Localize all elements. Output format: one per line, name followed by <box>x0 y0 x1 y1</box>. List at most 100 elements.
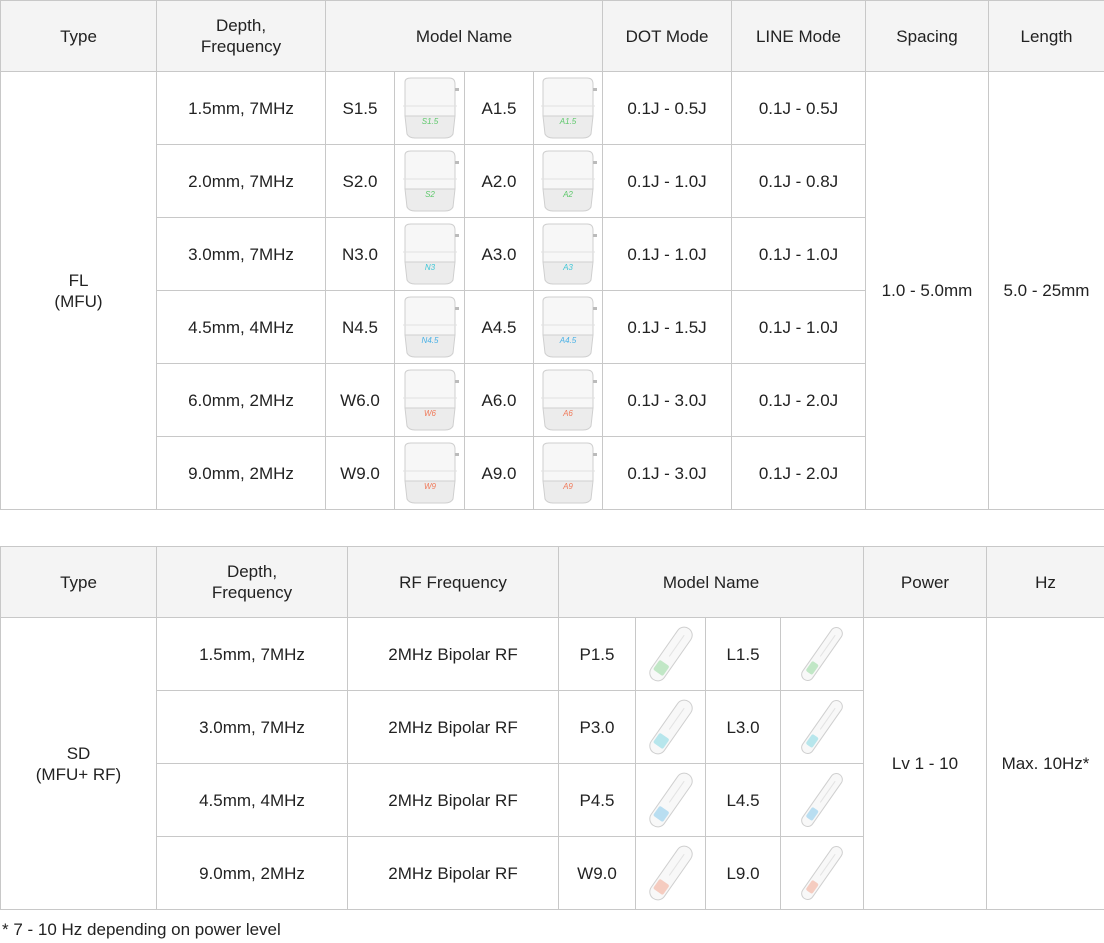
cartridge-image: S2 <box>402 150 459 212</box>
model-a-image-cell: A2 <box>533 144 603 218</box>
svg-text:A1.5: A1.5 <box>559 117 577 126</box>
model-s-cell: S2.0 <box>325 144 395 218</box>
handpiece-image <box>648 772 693 828</box>
svg-text:A3: A3 <box>562 263 573 272</box>
model-s-image-cell: N3 <box>394 217 465 291</box>
model-s-cell: N4.5 <box>325 290 395 364</box>
header-type: Type <box>0 546 157 618</box>
svg-text:S2: S2 <box>425 190 435 199</box>
svg-text:A2: A2 <box>562 190 573 199</box>
svg-text:N3: N3 <box>424 263 435 272</box>
cartridge-image: N3 <box>402 223 459 285</box>
depth-frequency-cell: 4.5mm, 4MHz <box>156 290 326 364</box>
header-length: Length <box>988 0 1104 72</box>
model-l-cell: L3.0 <box>705 690 781 764</box>
table-row: 2.0mm, 7MHz S2.0 S2 A2.0 A2 0.1J - 1.0J 0.1J -… <box>1 144 1104 218</box>
table-row: 4.5mm, 4MHz 2MHz Bipolar RF P4.5 L4.5 <box>1 763 1104 837</box>
model-l-image-cell <box>780 690 864 764</box>
dot-mode-cell: 0.1J - 0.5J <box>602 71 732 145</box>
rf-frequency-cell: 2MHz Bipolar RF <box>347 617 559 691</box>
cartridge-image: A6 <box>541 369 597 431</box>
cartridge-image: W9 <box>402 442 459 504</box>
line-mode-cell: 0.1J - 1.0J <box>731 217 866 291</box>
header-model-name: Model Name <box>325 0 603 72</box>
svg-text:S1.5: S1.5 <box>421 117 438 126</box>
handpiece-image <box>648 699 693 755</box>
model-a-image-cell: A6 <box>533 363 603 437</box>
model-l-image-cell <box>780 617 864 691</box>
rf-frequency-cell: 2MHz Bipolar RF <box>347 763 559 837</box>
length-cell: 5.0 - 25mm <box>988 71 1104 510</box>
power-cell: Lv 1 - 10 <box>863 617 987 910</box>
line-mode-cell: 0.1J - 2.0J <box>731 363 866 437</box>
depth-frequency-cell: 3.0mm, 7MHz <box>156 217 326 291</box>
model-p-cell: P3.0 <box>558 690 636 764</box>
handpiece-image <box>648 626 693 682</box>
handpiece-image <box>801 773 843 827</box>
model-a-cell: A6.0 <box>464 363 534 437</box>
model-p-image-cell <box>635 617 706 691</box>
handpiece-image <box>801 627 843 681</box>
header-model-name: Model Name <box>558 546 864 618</box>
header-spacing: Spacing <box>865 0 989 72</box>
model-p-cell: P1.5 <box>558 617 636 691</box>
model-l-image-cell <box>780 763 864 837</box>
footnote: * 7 - 10 Hz depending on power level <box>2 920 281 939</box>
table-row: 3.0mm, 7MHz 2MHz Bipolar RF P3.0 L3.0 <box>1 690 1104 764</box>
cartridge-image: S1.5 <box>402 77 459 139</box>
svg-text:N4.5: N4.5 <box>421 336 438 345</box>
svg-text:A4.5: A4.5 <box>559 336 577 345</box>
model-p-image-cell <box>635 690 706 764</box>
handpiece-image <box>801 846 843 900</box>
cartridge-image: N4.5 <box>402 296 459 358</box>
model-p-image-cell <box>635 836 706 910</box>
header-rf-frequency: RF Frequency <box>347 546 559 618</box>
model-l-image-cell <box>780 836 864 910</box>
model-s-image-cell: W9 <box>394 436 465 510</box>
header-type: Type <box>0 0 157 72</box>
svg-text:A6: A6 <box>562 409 573 418</box>
line-mode-cell: 0.1J - 0.8J <box>731 144 866 218</box>
table-row: SD (MFU+ RF) 1.5mm, 7MHz 2MHz Bipolar RF P1… <box>0 617 1104 910</box>
hz-cell: Max. 10Hz* <box>986 617 1104 910</box>
model-a-image-cell: A4.5 <box>533 290 603 364</box>
depth-frequency-cell: 9.0mm, 2MHz <box>156 836 348 910</box>
fl-header-row: Type Depth, Frequency Model Name DOT Mod… <box>0 0 1104 72</box>
type-sd: SD (MFU+ RF) <box>0 617 157 910</box>
model-p-image-cell <box>635 763 706 837</box>
model-s-image-cell: S2 <box>394 144 465 218</box>
line-mode-cell: 0.1J - 2.0J <box>731 436 866 510</box>
cartridge-image: A4.5 <box>541 296 597 358</box>
model-a-cell: A3.0 <box>464 217 534 291</box>
svg-text:A9: A9 <box>562 482 573 491</box>
cartridge-image: A3 <box>541 223 597 285</box>
svg-text:W6: W6 <box>424 409 437 418</box>
handpiece-image <box>648 845 693 901</box>
model-s-image-cell: S1.5 <box>394 71 465 145</box>
line-mode-cell: 0.1J - 0.5J <box>731 71 866 145</box>
model-a-cell: A2.0 <box>464 144 534 218</box>
model-a-image-cell: A1.5 <box>533 71 603 145</box>
model-p-cell: W9.0 <box>558 836 636 910</box>
model-s-cell: S1.5 <box>325 71 395 145</box>
model-a-cell: A1.5 <box>464 71 534 145</box>
header-depth-frequency: Depth, Frequency <box>156 0 326 72</box>
type-fl: FL (MFU) <box>0 71 157 510</box>
depth-frequency-cell: 1.5mm, 7MHz <box>156 71 326 145</box>
depth-frequency-cell: 4.5mm, 4MHz <box>156 763 348 837</box>
model-a-image-cell: A9 <box>533 436 603 510</box>
dot-mode-cell: 0.1J - 1.0J <box>602 217 732 291</box>
fl-spec-table: Type Depth, Frequency Model Name DOT Mod… <box>0 0 1104 510</box>
dot-mode-cell: 0.1J - 3.0J <box>602 436 732 510</box>
svg-text:W9: W9 <box>424 482 437 491</box>
model-s-cell: N3.0 <box>325 217 395 291</box>
model-l-cell: L4.5 <box>705 763 781 837</box>
header-dot-mode: DOT Mode <box>602 0 732 72</box>
handpiece-image <box>801 700 843 754</box>
header-line-mode: LINE Mode <box>731 0 866 72</box>
sd-header-row: Type Depth, Frequency RF Frequency Model… <box>0 546 1104 618</box>
cartridge-image: A9 <box>541 442 597 504</box>
model-s-image-cell: N4.5 <box>394 290 465 364</box>
line-mode-cell: 0.1J - 1.0J <box>731 290 866 364</box>
cartridge-image: W6 <box>402 369 459 431</box>
